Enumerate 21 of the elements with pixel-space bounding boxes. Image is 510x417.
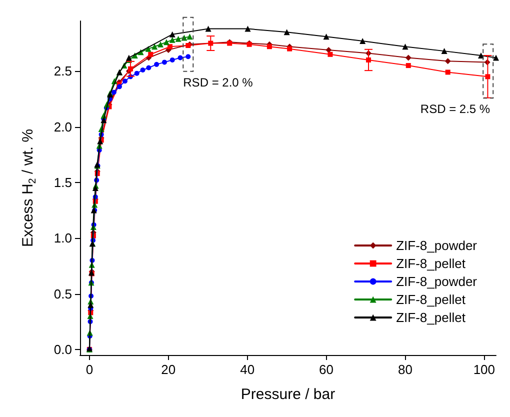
y-axis-title: Excess H2 / wt. %: [20, 128, 38, 248]
legend-label: ZIF-8_powder: [396, 238, 478, 253]
y-tick-label: 1.0: [54, 230, 72, 246]
x-tick-label: 80: [398, 362, 412, 377]
x-tick-label: 100: [473, 362, 496, 377]
legend-label: ZIF-8_powder: [396, 274, 478, 289]
x-tick-label: 0: [86, 362, 94, 377]
x-tick-label: 60: [319, 362, 334, 377]
y-tick-label: 0.5: [54, 286, 72, 302]
legend-label: ZIF-8_pellet: [396, 310, 466, 325]
legend-label: ZIF-8_pellet: [396, 256, 466, 271]
y-tick-label: 0.0: [54, 342, 72, 357]
x-tick-label: 20: [161, 362, 176, 377]
legend-label: ZIF-8_pellet: [396, 292, 466, 307]
y-tick-label: 2.5: [54, 64, 72, 79]
x-tick-label: 40: [240, 362, 255, 377]
annotation: RSD = 2.5 %: [420, 102, 490, 116]
x-axis-title: Pressure / bar: [240, 386, 336, 403]
y-tick-label: 2.0: [54, 119, 72, 134]
annotation: RSD = 2.0 %: [183, 75, 254, 90]
y-tick-label: 1.5: [54, 174, 72, 190]
